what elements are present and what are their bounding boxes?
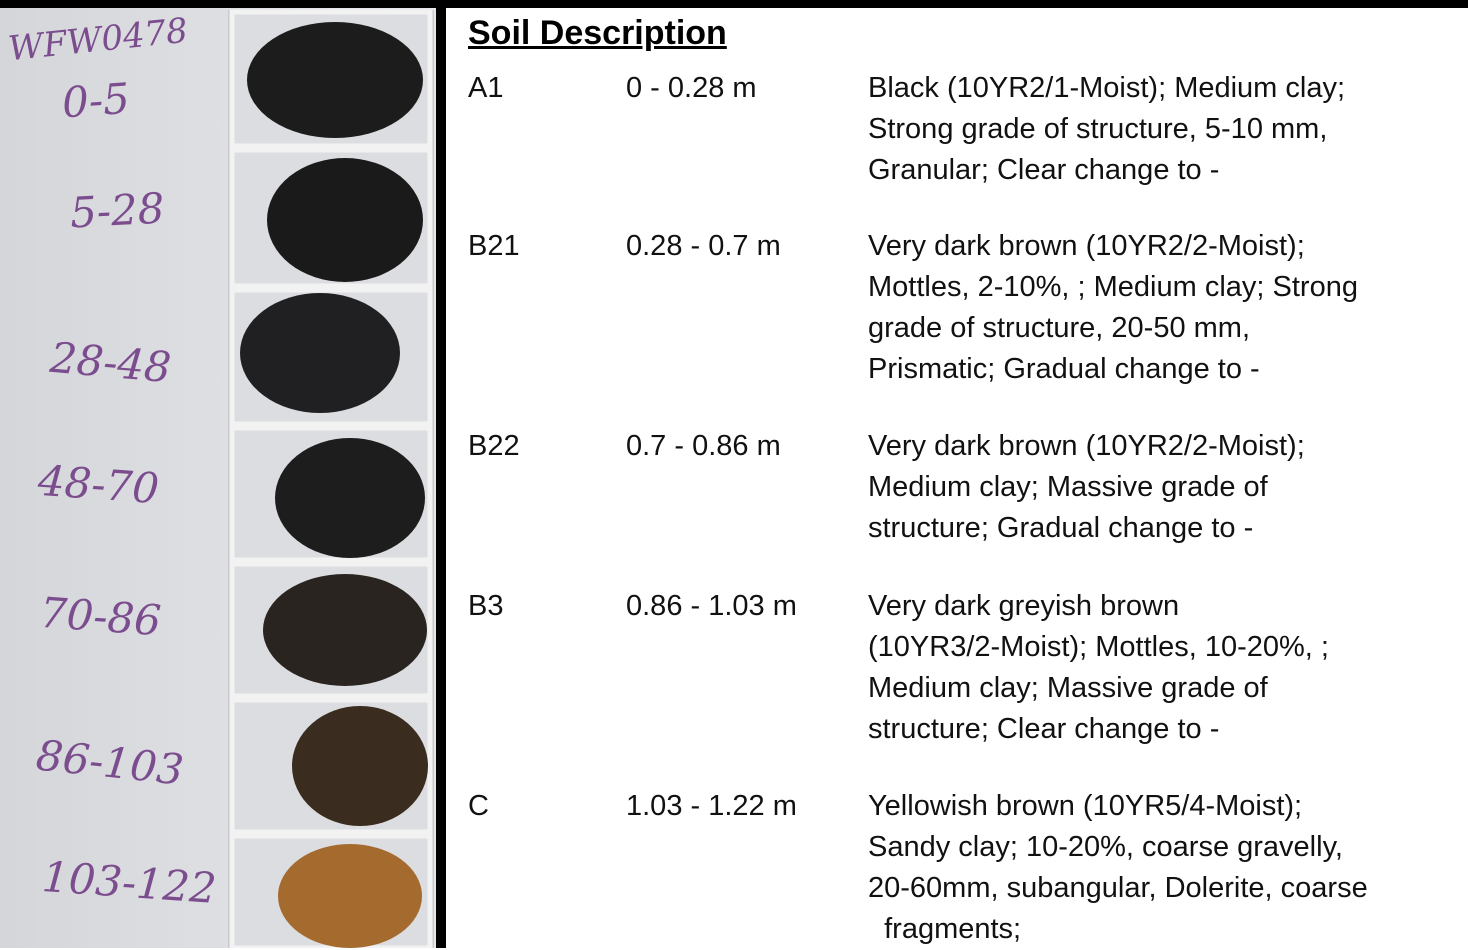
section-title: Soil Description [468, 14, 727, 53]
description-line: structure; Gradual change to - [868, 508, 1253, 549]
divider [436, 0, 446, 948]
horizon: B22 [468, 426, 520, 467]
photo-label: 48-70 [36, 456, 160, 513]
description-line: Very dark brown (10YR2/2-Moist); [868, 226, 1305, 267]
description-line: Mottles, 2-10%, ; Medium clay; Strong [868, 267, 1358, 308]
depth: 1.03 - 1.22 m [626, 786, 797, 827]
description-line: Medium clay; Massive grade of [868, 467, 1268, 508]
top-border [0, 0, 1468, 8]
horizon: A1 [468, 68, 503, 109]
horizon: B21 [468, 226, 520, 267]
description-line: fragments; [868, 909, 1021, 950]
depth: 0 - 0.28 m [626, 68, 757, 109]
description-line: grade of structure, 20-50 mm, [868, 308, 1250, 349]
description-line: Sandy clay; 10-20%, coarse gravelly, [868, 827, 1343, 868]
horizon: B3 [468, 586, 503, 627]
horizon: C [468, 786, 489, 827]
photo-label: 70-86 [38, 588, 162, 645]
description-line: Very dark greyish brown [868, 586, 1179, 627]
description-line: Prismatic; Gradual change to - [868, 349, 1260, 390]
description-line: (10YR3/2-Moist); Mottles, 10-20%, ; [868, 627, 1329, 668]
photo-label: 28-48 [48, 333, 173, 392]
photo-label: 5-28 [69, 184, 166, 238]
description-line: Medium clay; Massive grade of [868, 668, 1268, 709]
depth: 0.7 - 0.86 m [626, 426, 781, 467]
description-line: Yellowish brown (10YR5/4-Moist); [868, 786, 1302, 827]
description-line: Very dark brown (10YR2/2-Moist); [868, 426, 1305, 467]
depth: 0.28 - 0.7 m [626, 226, 781, 267]
depth: 0.86 - 1.03 m [626, 586, 797, 627]
description-line: Strong grade of structure, 5-10 mm, [868, 109, 1327, 150]
description-line: 20-60mm, subangular, Dolerite, coarse [868, 868, 1368, 909]
description-line: Granular; Clear change to - [868, 150, 1219, 191]
description-line: structure; Clear change to - [868, 709, 1219, 750]
description-line: Black (10YR2/1-Moist); Medium clay; [868, 68, 1345, 109]
photo-label: 0-5 [60, 74, 131, 128]
page: Soil Description (() => { const data = J… [0, 0, 1468, 948]
